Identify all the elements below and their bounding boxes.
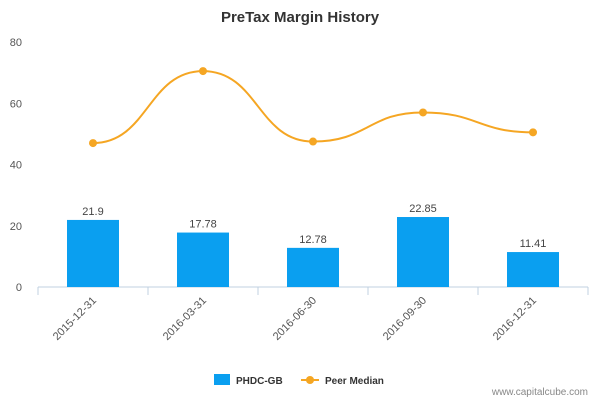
- legend: PHDC-GB Peer Median: [214, 374, 384, 387]
- y-tick-label: 40: [10, 160, 22, 172]
- y-axis: 0 20 40 60 80: [10, 37, 22, 294]
- bar-data-label: 12.78: [299, 234, 327, 246]
- legend-item-peer-median: Peer Median: [325, 376, 384, 387]
- x-tick-label: 2016-12-31: [491, 295, 539, 343]
- bar: [287, 247, 339, 287]
- bar-data-label: 17.78: [189, 219, 217, 231]
- chart-title: PreTax Margin History: [221, 9, 380, 26]
- bar-series: 21.9 17.78 12.78 22.85 11.41: [67, 203, 559, 287]
- bar: [177, 232, 229, 287]
- legend-item-phdc: PHDC-GB: [236, 376, 283, 387]
- peer-median-line: [92, 70, 534, 145]
- legend-line-marker: [306, 376, 314, 384]
- x-tick-label: 2016-03-31: [161, 295, 209, 343]
- peer-median-point: [529, 128, 537, 137]
- bar: [397, 217, 449, 287]
- bar-data-label: 21.9: [82, 206, 103, 218]
- line-series: [89, 67, 537, 148]
- bar: [67, 219, 119, 287]
- bar: [507, 252, 559, 287]
- peer-median-point: [309, 137, 317, 146]
- x-tick-label: 2016-06-30: [271, 295, 319, 343]
- x-tick-label: 2016-09-30: [381, 295, 429, 343]
- x-axis: 2015-12-31 2016-03-31 2016-06-30 2016-09-30…: [37, 287, 589, 343]
- y-tick-label: 60: [10, 98, 22, 110]
- y-tick-label: 0: [16, 282, 22, 294]
- bar-data-label: 11.41: [520, 238, 547, 250]
- x-tick-label: 2015-12-31: [51, 295, 99, 343]
- y-tick-label: 20: [10, 221, 22, 233]
- y-tick-label: 80: [10, 37, 22, 49]
- bar-data-label: 22.85: [409, 203, 437, 215]
- peer-median-point: [419, 108, 427, 117]
- peer-median-point: [199, 67, 207, 76]
- credit-text: www.capitalcube.com: [491, 387, 588, 398]
- legend-bar-swatch: [214, 374, 230, 385]
- peer-median-point: [89, 139, 97, 148]
